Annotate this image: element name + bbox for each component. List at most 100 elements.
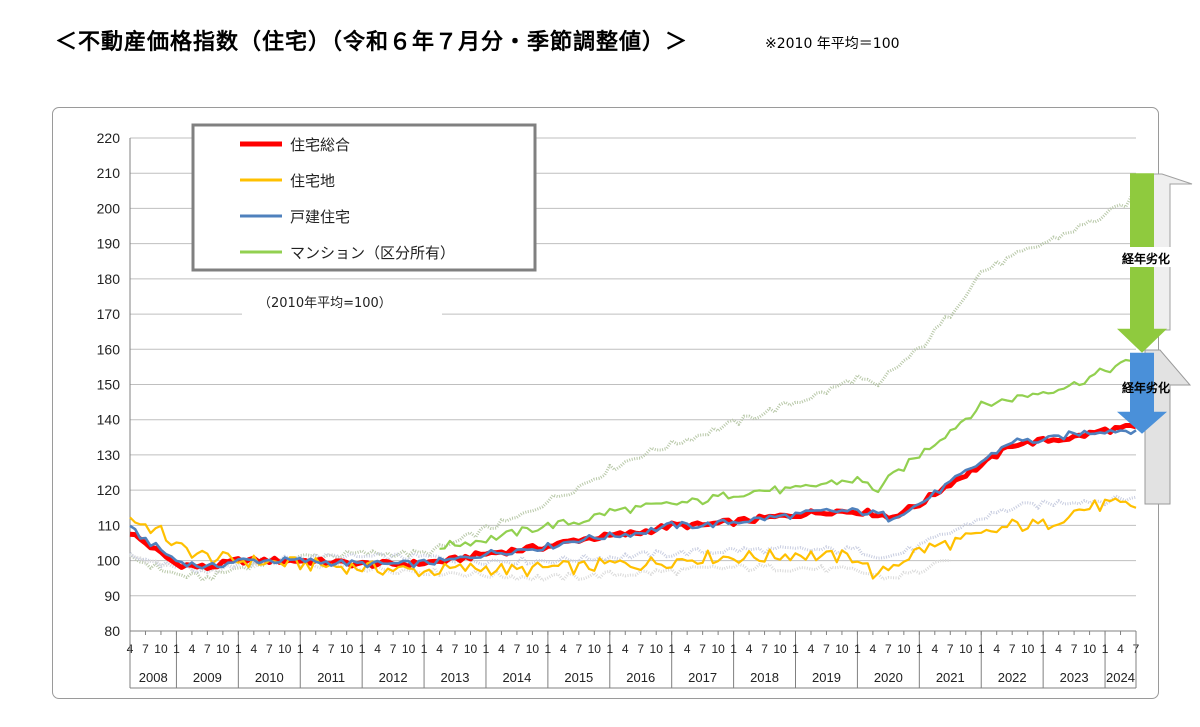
annotation-label: 経年劣化 — [1122, 380, 1170, 395]
year-label: 2019 — [812, 670, 841, 685]
year-label: 2011 — [317, 670, 345, 685]
y-tick-label: 140 — [97, 412, 121, 428]
series-line — [129, 497, 1137, 580]
month-tick-label: 7 — [885, 642, 892, 656]
month-tick-label: 4 — [498, 642, 505, 656]
note-background — [242, 289, 442, 315]
month-tick-label: 1 — [606, 642, 613, 656]
year-label: 2015 — [564, 670, 593, 685]
series-line — [129, 428, 1137, 570]
year-label: 2023 — [1060, 670, 1089, 685]
annotation-label: 経年劣化 — [1122, 251, 1170, 266]
month-tick-label: 10 — [835, 642, 849, 656]
month-tick-label: 7 — [452, 642, 459, 656]
legend-label: 住宅地 — [290, 172, 335, 190]
year-label: 2009 — [193, 670, 222, 685]
month-tick-label: 10 — [278, 642, 292, 656]
month-tick-label: 1 — [297, 642, 304, 656]
month-tick-label: 1 — [854, 642, 861, 656]
year-label: 2014 — [502, 670, 531, 685]
month-tick-label: 10 — [959, 642, 973, 656]
year-label: 2013 — [441, 670, 470, 685]
month-tick-label: 7 — [266, 642, 273, 656]
y-tick-label: 190 — [97, 236, 121, 252]
month-tick-label: 4 — [250, 642, 257, 656]
year-label: 2022 — [998, 670, 1027, 685]
month-tick-label: 10 — [154, 642, 168, 656]
month-tick-label: 1 — [1102, 642, 1109, 656]
year-label: 2016 — [626, 670, 655, 685]
month-tick-label: 10 — [464, 642, 478, 656]
month-tick-label: 7 — [699, 642, 706, 656]
month-tick-label: 10 — [773, 642, 787, 656]
month-tick-label: 1 — [978, 642, 985, 656]
page-title: ＜不動産価格指数（住宅）（令和６年７月分・季節調整値）＞ — [55, 30, 689, 55]
year-label: 2018 — [750, 670, 779, 685]
month-tick-label: 4 — [808, 642, 815, 656]
month-tick-label: 4 — [436, 642, 443, 656]
month-tick-label: 10 — [1021, 642, 1035, 656]
month-tick-label: 4 — [684, 642, 691, 656]
y-tick-label: 130 — [97, 447, 121, 463]
y-tick-label: 220 — [97, 130, 121, 146]
month-tick-label: 1 — [916, 642, 923, 656]
year-label: 2008 — [139, 670, 168, 685]
y-tick-label: 120 — [97, 482, 121, 498]
month-tick-label: 1 — [1040, 642, 1047, 656]
legend-label: マンション（区分所有） — [290, 244, 455, 262]
month-tick-label: 10 — [216, 642, 230, 656]
month-tick-label: 4 — [746, 642, 753, 656]
month-tick-label: 1 — [421, 642, 428, 656]
y-tick-label: 90 — [104, 588, 120, 604]
month-tick-label: 1 — [545, 642, 552, 656]
year-label: 2010 — [255, 670, 284, 685]
legend-label: 住宅総合 — [290, 136, 350, 154]
month-tick-label: 7 — [575, 642, 582, 656]
legend-box — [191, 123, 537, 272]
month-tick-label: 10 — [711, 642, 725, 656]
month-tick-label: 4 — [1055, 642, 1062, 656]
legend-label: 戸建住宅 — [290, 208, 350, 226]
year-label: 2017 — [688, 670, 717, 685]
month-tick-label: 10 — [650, 642, 664, 656]
y-tick-label: 110 — [98, 517, 121, 533]
year-label: 2024 — [1106, 670, 1135, 685]
month-tick-label: 7 — [390, 642, 397, 656]
month-tick-label: 1 — [359, 642, 366, 656]
month-tick-label: 1 — [483, 642, 490, 656]
month-tick-label: 4 — [312, 642, 319, 656]
y-tick-label: 100 — [97, 553, 121, 569]
y-tick-label: 180 — [97, 271, 121, 287]
base-year-label: （2010年平均=100） — [258, 296, 392, 311]
y-tick-label: 170 — [97, 306, 121, 322]
year-label: 2020 — [874, 670, 903, 685]
month-tick-label: 1 — [668, 642, 675, 656]
series-line — [439, 358, 1137, 550]
annotation-outline-shape — [1144, 349, 1192, 505]
month-tick-label: 1 — [235, 642, 242, 656]
month-tick-label: 7 — [204, 642, 211, 656]
month-tick-label: 4 — [993, 642, 1000, 656]
month-tick-label: 7 — [328, 642, 335, 656]
month-tick-label: 7 — [761, 642, 768, 656]
month-tick-label: 10 — [897, 642, 911, 656]
ghost-series-line — [129, 494, 1137, 574]
month-tick-label: 10 — [402, 642, 416, 656]
month-tick-label: 4 — [870, 642, 877, 656]
y-tick-label: 150 — [97, 377, 121, 393]
year-label: 2021 — [936, 670, 965, 685]
y-tick-label: 200 — [97, 200, 121, 216]
month-tick-label: 10 — [526, 642, 540, 656]
month-tick-label: 1 — [792, 642, 799, 656]
month-tick-label: 4 — [1117, 642, 1124, 656]
month-tick-label: 7 — [823, 642, 830, 656]
annotation-label-background — [1104, 247, 1188, 267]
month-tick-label: 10 — [340, 642, 354, 656]
month-tick-label: 10 — [1083, 642, 1097, 656]
y-tick-label: 80 — [104, 623, 120, 639]
month-tick-label: 1 — [730, 642, 737, 656]
month-tick-label: 4 — [931, 642, 938, 656]
y-tick-label: 210 — [97, 165, 121, 181]
